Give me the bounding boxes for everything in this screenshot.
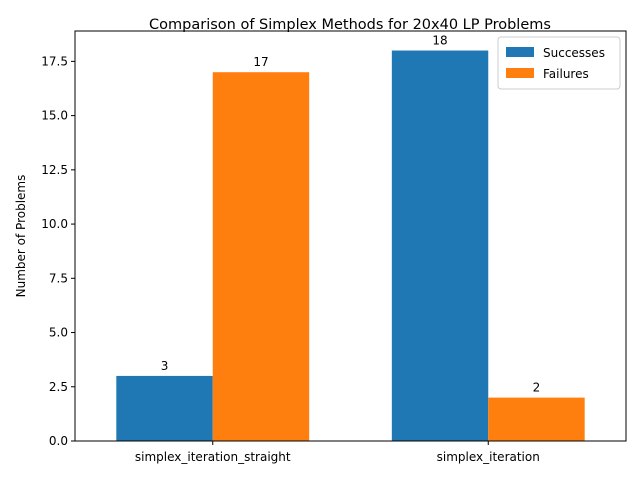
legend-swatch-successes — [506, 47, 534, 57]
y-tick-label: 7.5 — [49, 271, 68, 285]
y-axis: 0.0 2.5 5.0 7.5 10.0 12.5 15.0 17.5 — [41, 54, 75, 448]
chart-title: Comparison of Simplex Methods for 20x40 … — [149, 17, 551, 33]
x-axis: simplex_iteration_straight simplex_iterat… — [135, 441, 540, 464]
bar-failures-1 — [488, 397, 585, 441]
y-tick-label: 12.5 — [41, 163, 68, 177]
data-label-successes-0: 3 — [161, 359, 169, 373]
y-tick-label: 5.0 — [49, 326, 68, 340]
y-tick-label: 2.5 — [49, 380, 68, 394]
legend-label-failures: Failures — [543, 67, 589, 81]
legend: Successes Failures — [497, 36, 621, 90]
y-tick-label: 15.0 — [41, 109, 68, 123]
y-tick-label: 0.0 — [49, 434, 68, 448]
y-tick-label: 10.0 — [41, 217, 68, 231]
legend-label-successes: Successes — [543, 46, 605, 60]
legend-box — [497, 36, 621, 90]
bar-successes-0 — [116, 375, 213, 441]
y-axis-label: Number of Problems — [14, 175, 28, 298]
bar-failures-0 — [212, 72, 310, 442]
bars-group — [116, 50, 585, 442]
bar-successes-1 — [391, 50, 489, 442]
data-labels-group: 3 17 18 2 — [161, 34, 541, 395]
legend-swatch-failures — [506, 68, 534, 78]
data-label-successes-1: 18 — [432, 34, 447, 48]
y-tick-label: 17.5 — [41, 54, 68, 68]
data-label-failures-0: 17 — [253, 55, 268, 69]
x-tick-label: simplex_iteration — [437, 450, 540, 464]
data-label-failures-1: 2 — [533, 381, 541, 395]
plot-frame — [74, 30, 627, 442]
x-tick-label: simplex_iteration_straight — [135, 450, 291, 464]
